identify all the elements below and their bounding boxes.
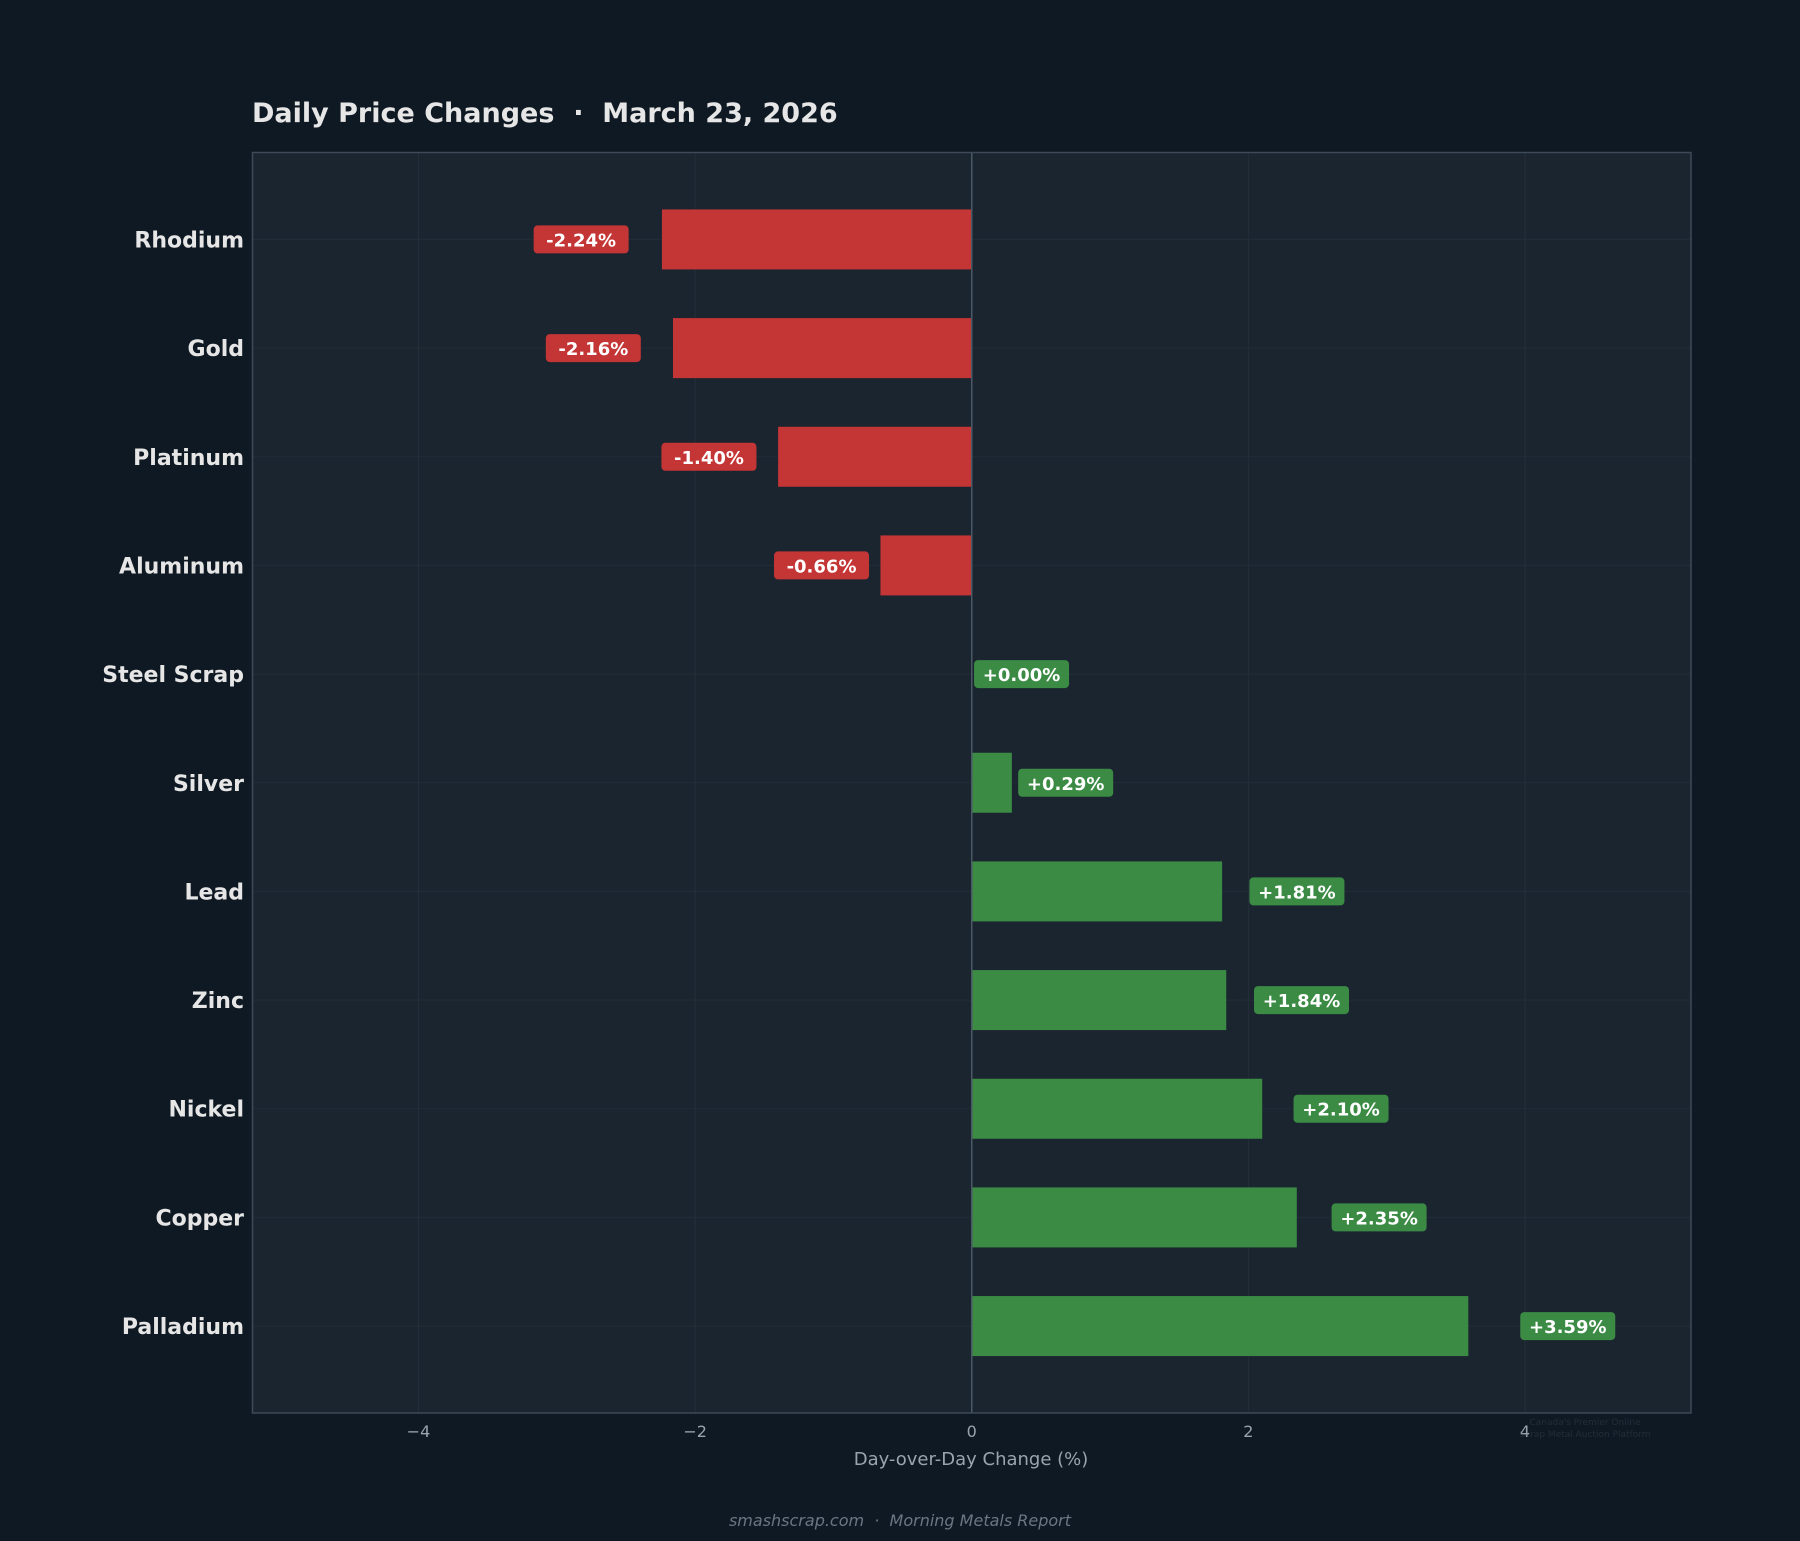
data-label: -1.40% — [674, 448, 744, 469]
y-tick-label: Aluminum — [119, 554, 244, 579]
bar-nickel — [971, 1078, 1263, 1139]
data-label-badge — [774, 551, 870, 580]
y-tick-label: Copper — [155, 1206, 244, 1231]
bar-rhodium — [661, 209, 972, 270]
x-tick-label: 4 — [1520, 1422, 1530, 1441]
x-tick-label: −4 — [407, 1422, 431, 1441]
data-label: +1.84% — [1263, 991, 1341, 1012]
y-tick-label: Rhodium — [134, 228, 244, 253]
data-labels: -2.24% -2.16% -1.40% -0.66% +0.00% +0.29% +1.8… — [533, 225, 1616, 1341]
chart-title: Daily Price Changes · March 23, 2026 — [252, 98, 838, 129]
y-tick-label: Palladium — [122, 1315, 244, 1340]
y-tick-label: Platinum — [133, 446, 244, 471]
y-tick-label: Zinc — [192, 989, 244, 1014]
x-axis-label: Day-over-Day Change (%) — [854, 1449, 1089, 1470]
data-label-badge — [1018, 768, 1114, 797]
watermark-logo: Canada's Premier Online Scrap Metal Auct… — [1519, 1418, 1650, 1440]
bar-lead — [971, 861, 1223, 922]
bar-gold — [672, 318, 972, 379]
footer-credit: smashscrap.com · Morning Metals Report — [729, 1511, 1072, 1530]
data-label-badge — [661, 442, 757, 471]
y-tick-label: Lead — [184, 880, 244, 905]
bars — [661, 209, 1469, 1357]
data-label-badge — [1293, 1094, 1389, 1123]
bar-aluminum — [880, 535, 972, 596]
plot-frame — [251, 151, 1692, 1414]
x-tick-label: 0 — [967, 1422, 977, 1441]
data-label: +2.35% — [1340, 1208, 1418, 1229]
data-label: +0.29% — [1027, 774, 1105, 795]
data-label: +0.00% — [983, 665, 1061, 686]
y-tick-label: Gold — [188, 337, 244, 362]
data-label-badge — [545, 334, 641, 363]
bar-silver — [971, 752, 1012, 813]
data-label-badge — [1520, 1312, 1616, 1341]
data-label: -2.16% — [558, 339, 628, 360]
data-label: +1.81% — [1258, 882, 1336, 903]
data-label-badge — [533, 225, 629, 254]
bar-zinc — [971, 970, 1227, 1031]
x-tick-labels: −4 −2 0 2 4 — [407, 1422, 1530, 1441]
x-tick-label: 2 — [1243, 1422, 1253, 1441]
data-label-badge — [974, 660, 1070, 689]
svg-text:Canada's Premier Online: Canada's Premier Online — [1530, 1418, 1641, 1428]
y-tick-label: Nickel — [169, 1098, 245, 1123]
data-label-badge — [1331, 1203, 1427, 1232]
bar-palladium — [971, 1296, 1469, 1357]
bar-copper — [971, 1187, 1297, 1248]
data-label: -0.66% — [787, 556, 857, 577]
y-tick-labels: Rhodium Gold Platinum Aluminum Steel Scrap Si… — [102, 228, 244, 1340]
y-tick-label: Steel Scrap — [102, 663, 244, 688]
bar-platinum — [778, 426, 972, 487]
data-label: +2.10% — [1302, 1100, 1380, 1121]
data-label: -2.24% — [546, 230, 616, 251]
y-tick-label: Silver — [173, 772, 244, 797]
svg-text:Scrap Metal Auction Platform: Scrap Metal Auction Platform — [1519, 1430, 1650, 1440]
data-label-badge — [1249, 877, 1345, 906]
data-label-badge — [1253, 986, 1349, 1015]
x-tick-label: −2 — [683, 1422, 707, 1441]
data-label: +3.59% — [1529, 1317, 1607, 1338]
